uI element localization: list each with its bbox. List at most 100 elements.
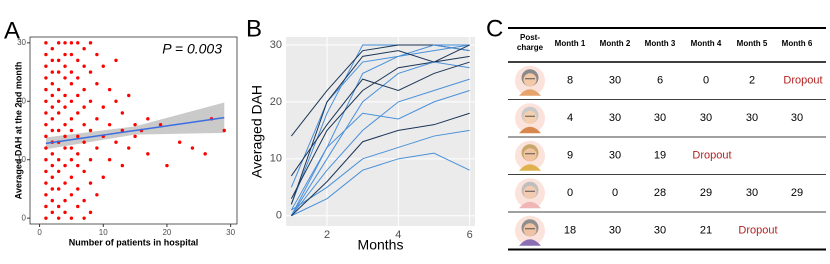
point xyxy=(101,175,105,179)
line xyxy=(291,112,470,217)
point xyxy=(44,158,48,162)
x-tick-label: 2 xyxy=(324,229,330,241)
point xyxy=(101,105,105,109)
point xyxy=(69,216,74,220)
point xyxy=(56,111,61,115)
point xyxy=(190,146,195,150)
point xyxy=(82,87,86,92)
point xyxy=(76,152,80,156)
point xyxy=(69,70,74,74)
avatar-face xyxy=(523,73,537,87)
column-header: Month 6 xyxy=(782,39,813,48)
table-cell: 6 xyxy=(657,75,663,87)
point xyxy=(50,58,54,63)
table-cell: 0 xyxy=(703,75,709,87)
table-cell: Dropout xyxy=(738,225,777,237)
point xyxy=(56,41,61,45)
y-tick-label: 30 xyxy=(17,38,26,47)
table-cell: 30 xyxy=(654,112,666,124)
column-header: Month 1 xyxy=(555,39,586,48)
column-header: Month 4 xyxy=(691,39,722,48)
table-cell: 19 xyxy=(654,150,666,162)
point xyxy=(76,58,80,63)
point xyxy=(82,64,86,68)
y-tick-label: 20 xyxy=(17,96,26,105)
point xyxy=(69,128,74,133)
table-cell: 30 xyxy=(746,187,758,199)
point xyxy=(63,181,67,185)
table-cell: Dropout xyxy=(692,150,731,162)
y-tick-label: 10 xyxy=(17,155,26,164)
point xyxy=(203,152,207,156)
x-tick-label: 6 xyxy=(467,229,473,241)
table-cell: 30 xyxy=(609,150,621,162)
point xyxy=(76,93,80,98)
point xyxy=(88,99,93,103)
point xyxy=(146,117,150,121)
point xyxy=(44,41,48,45)
table-cell: 9 xyxy=(567,150,573,162)
y-tick-label: 30 xyxy=(270,39,282,51)
table-cell: 30 xyxy=(654,225,666,237)
point xyxy=(50,46,54,51)
table-cell: 0 xyxy=(612,187,618,199)
point xyxy=(56,70,61,74)
point xyxy=(44,87,48,92)
point xyxy=(63,210,67,215)
avatar-face xyxy=(523,110,537,124)
point xyxy=(69,175,74,179)
point xyxy=(69,146,74,150)
plot-background xyxy=(286,37,475,226)
point xyxy=(114,140,118,144)
point xyxy=(50,163,54,168)
line xyxy=(290,61,470,217)
table-cell: 2 xyxy=(749,75,755,87)
point xyxy=(63,134,67,139)
point xyxy=(69,117,74,121)
y-tick-label: 20 xyxy=(270,96,282,108)
point xyxy=(63,76,67,80)
point xyxy=(63,198,67,203)
avatar-face xyxy=(523,185,537,199)
point xyxy=(50,82,54,86)
point xyxy=(82,169,86,174)
avatar-face xyxy=(523,148,537,162)
point xyxy=(56,128,61,133)
point xyxy=(95,52,99,57)
y-axis-label: Averaged DAH xyxy=(249,85,265,178)
point xyxy=(44,122,48,127)
point xyxy=(63,64,67,68)
point xyxy=(44,76,48,80)
point xyxy=(44,99,48,103)
panel-label: B xyxy=(246,15,262,42)
line xyxy=(290,55,470,199)
line xyxy=(290,44,470,205)
point xyxy=(95,193,99,197)
point xyxy=(50,70,54,74)
point xyxy=(88,70,93,74)
point xyxy=(69,52,74,57)
table-cell: 0 xyxy=(567,187,573,199)
table-cell: 30 xyxy=(609,112,621,124)
column-header: Month 3 xyxy=(645,39,676,48)
point xyxy=(76,111,80,115)
table-cell: 28 xyxy=(654,187,666,199)
fit-line xyxy=(45,116,225,145)
point xyxy=(82,105,86,109)
point xyxy=(56,169,61,174)
table-cell: 30 xyxy=(609,75,621,87)
point xyxy=(50,198,54,203)
table-cell: 18 xyxy=(564,225,576,237)
point xyxy=(44,146,48,150)
point xyxy=(63,105,67,109)
point xyxy=(120,111,125,115)
point xyxy=(56,87,61,92)
point xyxy=(101,64,105,68)
point xyxy=(82,140,86,144)
point xyxy=(165,163,169,168)
plot-frame xyxy=(29,36,238,225)
point xyxy=(158,122,163,127)
table-cell: 30 xyxy=(700,112,712,124)
point xyxy=(56,158,61,162)
